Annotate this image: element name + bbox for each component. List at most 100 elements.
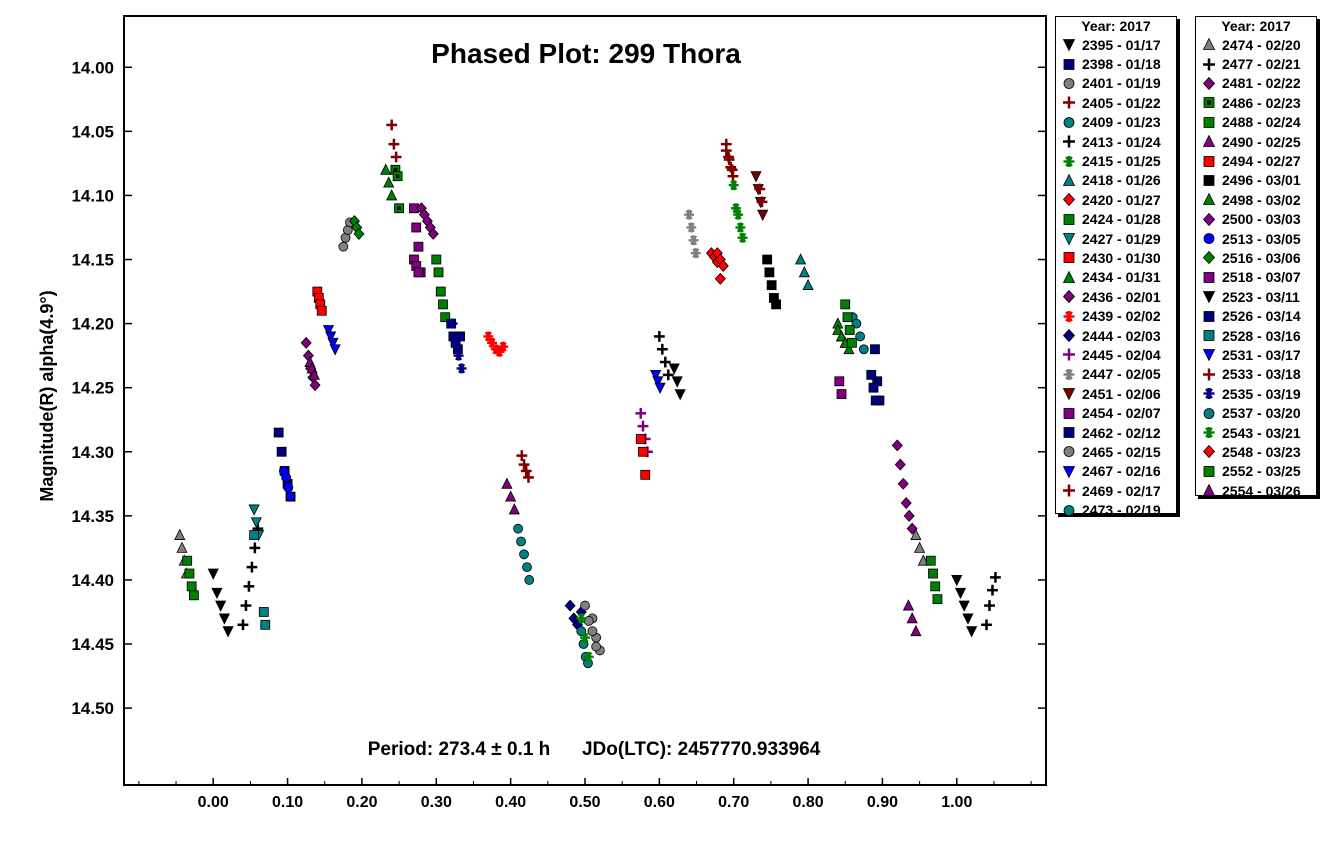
legend-marker-shape [1062,39,1076,52]
data-point [900,497,912,510]
data-point [690,248,701,259]
data-point [733,209,744,220]
legend-marker-icon [1056,384,1082,403]
legend-marker-shape [1203,310,1215,322]
legend-marker-shape [1203,368,1215,381]
legend-label: 2409 - 01/23 [1082,114,1161,131]
legend-marker-shape [1063,484,1075,497]
legend-item: 2548 - 03/23 [1196,442,1316,461]
data-point [433,267,444,278]
data-point [516,536,526,547]
data-point [438,299,448,310]
data-point [276,446,287,457]
legend-item: 2477 - 02/21 [1196,54,1316,73]
legend-marker-shape [1063,213,1075,225]
legend-item: 2427 - 01/29 [1056,229,1176,248]
data-point [635,434,646,444]
legend-marker-icon [1196,287,1222,306]
data-point [910,624,922,637]
data-point [737,232,748,243]
legend-item: 2523 - 03/11 [1196,287,1316,306]
x-tick-label: 0.20 [346,794,377,811]
data-point [728,180,739,191]
legend-marker-icon [1056,365,1082,384]
legend-item: 2494 - 02/27 [1196,151,1316,170]
legend-marker-shape [1203,233,1215,244]
legend-item: 2528 - 03/16 [1196,326,1316,345]
chart-annotation: Period: 273.4 ± 0.1 h JDo(LTC): 2457770.… [368,739,821,760]
legend-item: 2430 - 01/30 [1056,248,1176,267]
data-point [440,312,451,323]
x-tick-label: 0.00 [198,794,229,811]
data-point [795,253,807,265]
legend-marker-shape [1203,155,1215,167]
data-point [766,280,777,291]
legend-label: 2535 - 03/19 [1222,385,1301,402]
data-point [520,465,532,477]
data-point [215,600,227,612]
legend-marker-shape [1203,388,1215,400]
data-point [754,183,766,195]
legend-marker-shape [1203,271,1215,283]
data-point [688,235,699,246]
legend-marker-icon [1056,190,1082,209]
data-point [735,222,746,233]
legend-label: 2398 - 01/18 [1082,56,1161,73]
data-point [894,458,906,471]
legend-item: 2447 - 02/05 [1056,365,1176,384]
legend-marker-icon [1196,93,1222,112]
legend-item: 2451 - 02/06 [1056,384,1176,403]
legend-title: Year: 2017 [1221,18,1291,34]
legend-item: 2401 - 01/19 [1056,74,1176,93]
data-point [182,555,193,566]
legend-marker-shape [1063,446,1075,458]
legend-marker-icon [1196,307,1222,326]
legend-item: 2409 - 01/23 [1056,113,1176,132]
legend-marker-shape [1062,270,1076,283]
data-point [654,382,666,394]
legend-item: 2513 - 03/05 [1196,229,1316,248]
data-point [910,528,922,540]
legend-marker-shape [1063,252,1075,264]
legend-item: 2488 - 02/24 [1196,113,1316,132]
data-point [413,267,424,278]
data-point [902,599,915,611]
data-point [505,490,517,502]
data-point [564,599,576,612]
data-point [243,580,255,592]
x-tick-label: 0.60 [644,794,675,811]
y-axis-label: Magnitude(R) alpha(4.9°) [37,290,57,501]
legend-label: 2537 - 03/20 [1222,405,1301,422]
legend-marker-shape [1202,192,1216,206]
data-point [720,145,732,156]
data-point [338,241,349,252]
data-point [380,163,392,175]
x-tick-label: 0.90 [867,794,898,811]
data-point [329,344,341,356]
legend-item: 2516 - 03/06 [1196,248,1316,267]
data-point [580,600,590,611]
legend-marker-shape [1062,290,1076,304]
y-tick-label: 14.00 [71,58,114,77]
x-tick-label: 0.40 [495,794,526,811]
data-point [847,337,857,348]
legend-label: 2496 - 03/01 [1222,172,1301,189]
legend-marker-shape [1063,116,1075,128]
data-point [450,337,461,348]
legend-item: 2445 - 02/04 [1056,345,1176,364]
legend-item: 2518 - 03/07 [1196,268,1316,287]
data-point [662,369,674,381]
data-point [184,568,195,579]
data-point [308,368,320,380]
data-point [840,299,851,310]
data-point [325,331,337,343]
legend-marker-shape [1203,97,1215,109]
legend-item: 2454 - 02/07 [1056,403,1176,422]
legend-item: 2444 - 02/03 [1056,326,1176,345]
legend-label: 2554 - 03/26 [1222,482,1301,499]
legend-item: 2554 - 03/26 [1196,481,1316,500]
data-point [222,626,234,638]
y-tick-label: 14.15 [71,251,114,270]
data-point [930,581,941,592]
